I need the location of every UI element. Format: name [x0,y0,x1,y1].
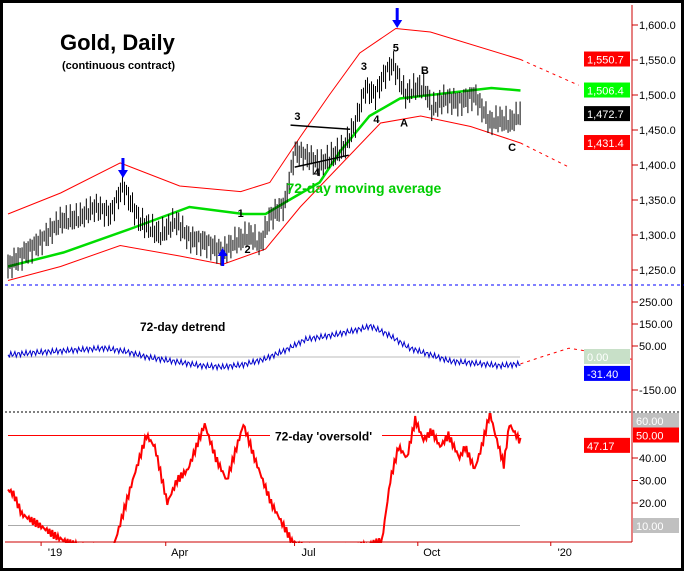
price-badge: 1,506.4 [587,86,624,98]
detrend-value-badge-bg [584,365,630,381]
price-tick-label: 1,450.0 [639,125,676,137]
upper-band-line [7,27,521,215]
oversold-10-badge-bg [633,518,679,533]
price-badge: 1,431.4 [587,138,624,150]
x-tick-label: '20 [558,547,572,559]
chart-subtitle: (continuous contract) [62,60,175,72]
price-tick-label: 1,550.0 [639,55,676,67]
wave-label: 1 [238,208,244,220]
x-tick-label: '19 [48,547,62,559]
detrend-tick-label: 150.00 [639,319,673,331]
wave-label: 3 [361,61,367,73]
arrow-up-icon [217,248,228,266]
detrend-tick-label: -150.00 [639,385,676,397]
lower-band-line [7,115,521,281]
arrow-down-icon [392,8,403,28]
arrow-down-icon [117,158,128,178]
oversold-threshold-badge-bg [633,427,679,443]
moving-average-label: 72-day moving average [287,180,442,196]
price-badge-bg [584,51,630,67]
wave-label: 4 [373,114,380,126]
wave-label: 3 [294,111,300,123]
price-badge-bg [584,135,630,151]
wave-label: B [421,65,429,77]
detrend-projection [520,347,632,365]
detrend-label: 72-day detrend [140,320,225,334]
detrend-zero-badge: 0.00 [587,352,608,364]
x-tick-label: Jul [302,547,316,559]
oversold-tick-label: 40.00 [639,453,667,465]
oversold-line [7,413,522,543]
oversold-tick-label: 20.00 [639,498,667,510]
price-badge: 1,472.7 [587,109,624,121]
oversold-label: 72-day 'oversold' [275,430,372,444]
wave-label: 4 [314,167,321,179]
oversold-10-badge: 10.00 [636,521,664,533]
oversold-value-badge-bg [584,437,630,453]
oversold-60-badge-bg [633,413,679,428]
oversold-60-badge: 60.00 [636,416,664,428]
wave-label: 2 [245,244,251,256]
wave-label: A [400,118,408,130]
price-tick-label: 1,500.0 [639,90,676,102]
detrend-line [7,322,521,372]
x-tick-label: Apr [171,547,188,559]
detrend-zero-badge-bg [584,349,630,364]
detrend-value-badge: -31.40 [587,369,618,381]
trendline [290,124,351,131]
price-tick-label: 1,300.0 [639,230,676,242]
arrow-head [392,20,403,28]
wave-label: 5 [393,43,399,55]
price-tick-label: 1,400.0 [639,160,676,172]
arrow-head [217,248,228,256]
oversold-threshold-badge: 50.00 [636,431,664,443]
wave-label: C [508,142,516,154]
trendline [294,154,349,168]
price-tick-label: 1,250.0 [639,265,676,277]
detrend-tick-label: 50.00 [639,341,667,353]
lower-band-line-projection [520,142,571,169]
oversold-tick-label: 30.00 [639,476,667,488]
price-tick-label: 1,350.0 [639,195,676,207]
oversold-value-badge: 47.17 [587,441,615,453]
price-badge-bg [584,82,630,98]
detrend-tick-label: 250.00 [639,297,673,309]
arrow-head [117,170,128,178]
oversold-label-bg [270,427,382,443]
price-badge-bg [584,106,630,122]
chart-title: Gold, Daily [60,30,176,55]
price-badge: 1,550.7 [587,55,624,67]
x-tick-label: Oct [423,547,440,559]
price-tick-label: 1,600.0 [639,20,676,32]
